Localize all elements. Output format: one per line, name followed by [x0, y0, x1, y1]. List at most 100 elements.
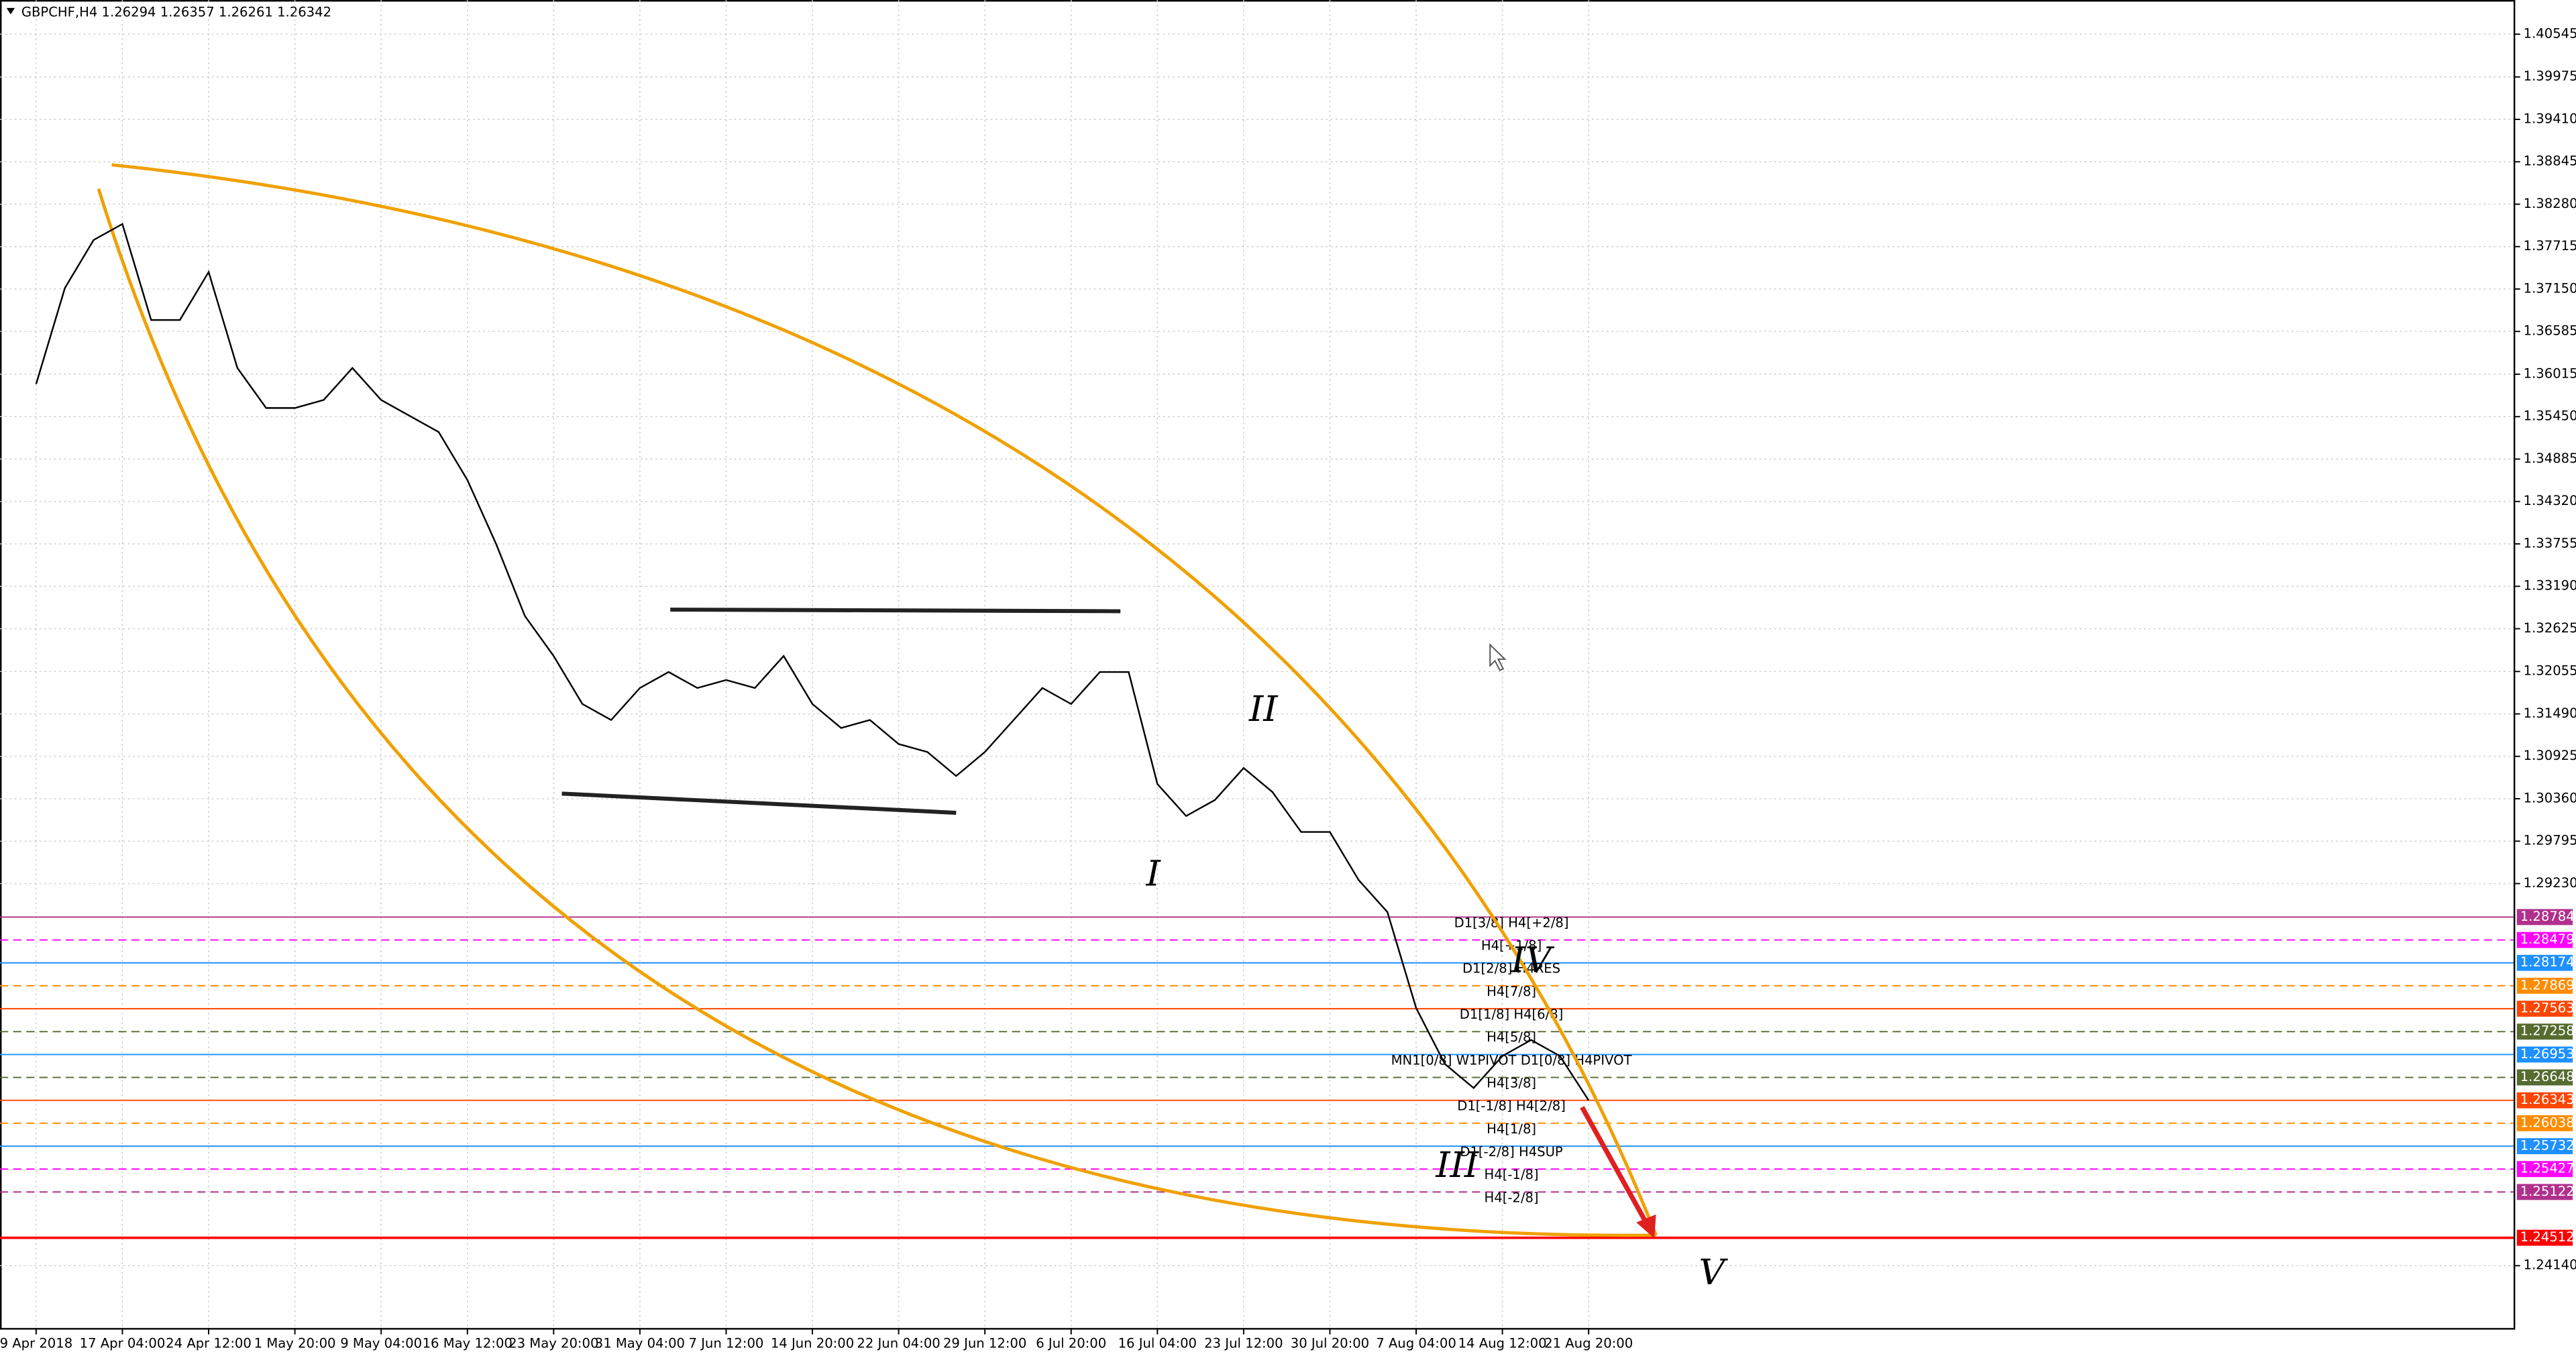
price-tag	[2516, 1229, 2573, 1246]
x-tick-label: 14 Jun 20:00	[771, 1336, 854, 1351]
level-label: D1[-1/8] H4[2/8]	[1457, 1098, 1566, 1114]
wave-label: II	[1248, 689, 1279, 730]
wave-label: IV	[1510, 940, 1554, 980]
x-tick-label: 29 Jun 12:00	[943, 1336, 1026, 1351]
x-tick-label: 14 Aug 12:00	[1458, 1336, 1547, 1351]
y-tick-label: 1.34885	[2524, 451, 2576, 466]
y-tick-label: 1.24140	[2524, 1257, 2576, 1273]
price-tag-label: 1.27869	[2520, 978, 2575, 993]
upper-arc	[111, 163, 1658, 1236]
price-tag-label: 1.26038	[2520, 1115, 2575, 1131]
price-tag-label: 1.25122	[2520, 1184, 2575, 1199]
mouse-cursor	[1489, 643, 1507, 671]
level-label: D1[3/8] H4[+2/8]	[1454, 915, 1569, 931]
level-label: H4[-2/8]	[1485, 1190, 1539, 1206]
price-tag	[2516, 1023, 2573, 1040]
price-line	[35, 223, 1590, 1101]
price-tag	[2516, 1001, 2573, 1017]
plot-frame	[0, 0, 2516, 1330]
y-tick-label: 1.36015	[2524, 366, 2576, 382]
y-tick-label: 1.39410	[2524, 111, 2576, 127]
price-tag-label: 1.25732	[2520, 1138, 2575, 1153]
y-tick-label: 1.31490	[2524, 706, 2576, 721]
x-tick-label: 6 Jul 20:00	[1036, 1336, 1106, 1351]
channel-bottom	[561, 791, 957, 815]
x-tick-label: 7 Aug 04:00	[1376, 1336, 1456, 1351]
level-label: MN1[0/8] W1PIVOT D1[0/8] H4PIVOT	[1391, 1053, 1632, 1068]
level-label: D1[2/8] H4RES	[1462, 961, 1560, 976]
price-tag-label: 1.26343	[2520, 1092, 2575, 1107]
channel-top	[670, 608, 1121, 614]
x-tick-label: 21 Aug 20:00	[1544, 1336, 1633, 1351]
menu-arrow[interactable]	[6, 7, 15, 15]
x-tick-label: 7 Jun 12:00	[688, 1336, 763, 1351]
wave-label: III	[1435, 1145, 1479, 1186]
grid	[0, 0, 2514, 1329]
x-tick-label: 23 May 20:00	[508, 1336, 598, 1351]
price-tag	[2516, 954, 2573, 971]
price-layer	[35, 223, 1590, 1101]
price-tag	[2516, 977, 2573, 994]
y-tick-label: 1.34320	[2524, 493, 2576, 508]
y-tick-label: 1.38280	[2524, 196, 2576, 211]
x-tick-label: 22 Jun 04:00	[857, 1336, 940, 1351]
price-tag-label: 1.26953	[2520, 1046, 2575, 1062]
y-tick-label: 1.33190	[2524, 578, 2576, 594]
price-tag	[2516, 1069, 2573, 1086]
price-tag	[2516, 1092, 2573, 1109]
wave-label: V	[1699, 1251, 1728, 1292]
y-tick-label: 1.33755	[2524, 536, 2576, 551]
level-label: D1[-2/8] H4SUP	[1460, 1144, 1562, 1160]
y-tick-label: 1.36585	[2524, 323, 2576, 339]
price-tag-label: 1.24512	[2520, 1229, 2575, 1245]
y-tick-label: 1.30360	[2524, 791, 2576, 806]
y-tick-label: 1.38845	[2524, 154, 2576, 169]
price-tag	[2516, 1161, 2573, 1178]
x-tick-label: 24 Apr 12:00	[166, 1336, 252, 1351]
price-tag	[2516, 1184, 2573, 1200]
price-tag	[2516, 932, 2573, 948]
level-label: H4[5/8]	[1487, 1029, 1536, 1045]
y-tick-label: 1.40545	[2524, 26, 2576, 42]
level-label: H4[3/8]	[1487, 1076, 1536, 1091]
y-tick-label: 1.39975	[2524, 68, 2576, 84]
y-tick-label: 1.37715	[2524, 238, 2576, 253]
price-tag	[2516, 1046, 2573, 1063]
price-tag	[2516, 909, 2573, 925]
price-tag-label: 1.27563	[2520, 1001, 2575, 1016]
price-tag	[2516, 1138, 2573, 1155]
y-tick-label: 1.30925	[2524, 748, 2576, 763]
price-tag-label: 1.25427	[2520, 1161, 2575, 1176]
level-label: H4[7/8]	[1487, 984, 1536, 999]
level-label: D1[1/8] H4[6/8]	[1460, 1007, 1564, 1022]
x-tick-label: 16 May 12:00	[423, 1336, 513, 1351]
x-tick-label: 9 Apr 2018	[0, 1336, 72, 1351]
price-tag	[2516, 1115, 2573, 1131]
y-tick-label: 1.32055	[2524, 663, 2576, 679]
x-tick-label: 1 May 20:00	[254, 1336, 336, 1351]
wave-label: I	[1146, 853, 1161, 894]
price-tag-label: 1.28784	[2520, 909, 2575, 924]
price-tag-label: 1.27258	[2520, 1023, 2575, 1039]
x-tick-label: 17 Apr 04:00	[80, 1336, 166, 1351]
y-tick-label: 1.35450	[2524, 408, 2576, 424]
y-tick-label: 1.37150	[2524, 281, 2576, 296]
lower-arc	[97, 188, 1656, 1237]
y-tick-label: 1.29795	[2524, 833, 2576, 848]
red-arrow	[1580, 1106, 1650, 1227]
price-tag-label: 1.28479	[2520, 932, 2575, 947]
chart-title: GBPCHF,H4 1.26294 1.26357 1.26261 1.2634…	[21, 5, 331, 20]
levels: D1[3/8] H4[+2/8]H4[+1/8]D1[2/8] H4RESH4[…	[0, 915, 2514, 1239]
axes: 1.40545 1.39975 1.39410 1.38845 1.38280 1.377…	[0, 26, 2576, 1351]
x-tick-label: 31 May 04:00	[595, 1336, 685, 1351]
x-tick-label: 9 May 04:00	[340, 1336, 422, 1351]
x-tick-label: 16 Jul 04:00	[1118, 1336, 1197, 1351]
y-tick-label: 1.32625	[2524, 620, 2576, 636]
x-tick-label: 23 Jul 12:00	[1204, 1336, 1283, 1351]
price-tag-label: 1.28174	[2520, 954, 2575, 970]
level-label: H4[-1/8]	[1485, 1167, 1539, 1182]
level-label: H4[1/8]	[1487, 1121, 1536, 1137]
